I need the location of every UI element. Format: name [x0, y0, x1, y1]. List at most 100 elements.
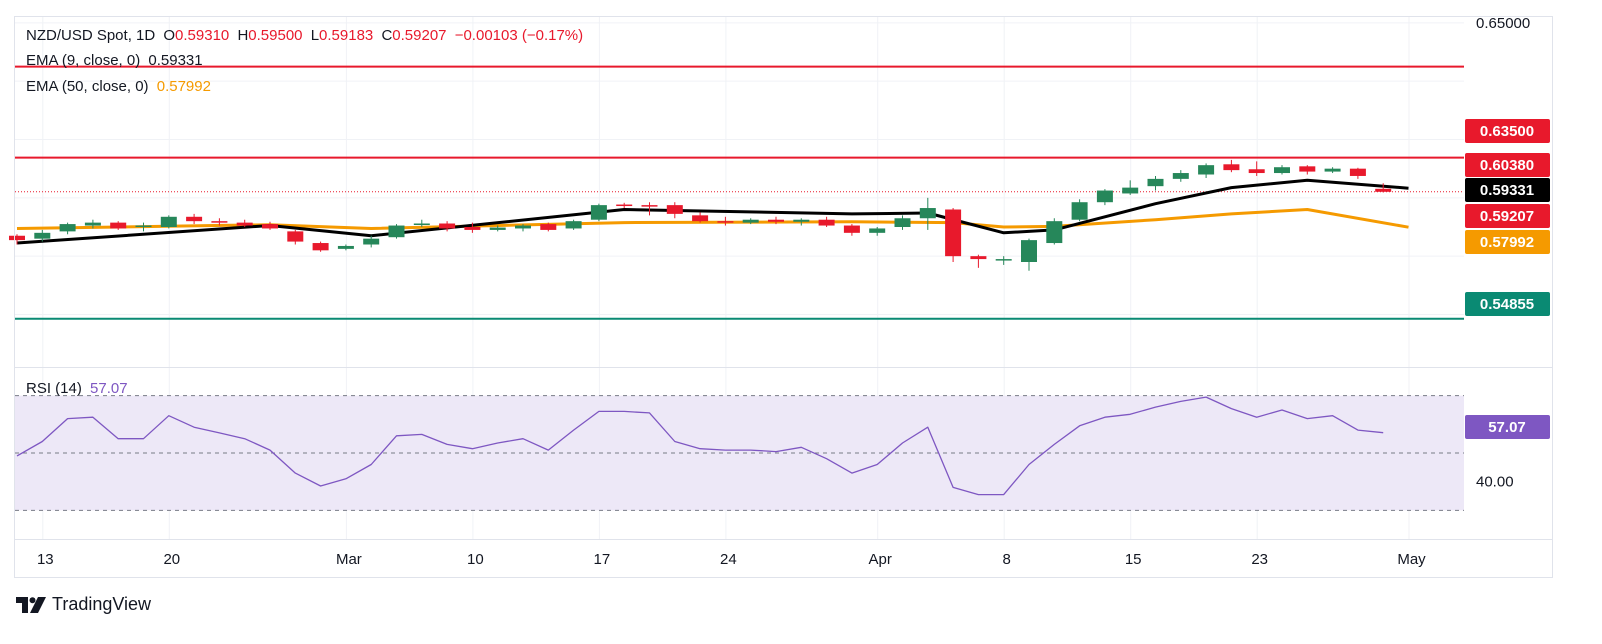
level-tag-bg — [1465, 292, 1550, 316]
candle — [236, 219, 253, 227]
time-axis-label: 10 — [467, 551, 484, 568]
brand-name: TradingView — [52, 594, 152, 614]
rsi-line — [16, 396, 1384, 496]
last-price-tag: 0.59207 — [1465, 204, 1550, 228]
candle — [135, 222, 152, 232]
candle — [186, 213, 203, 225]
close-value: 0.59207 — [392, 27, 447, 44]
candle — [1071, 199, 1088, 222]
candle-body — [186, 216, 203, 222]
ema50-legend[interactable]: EMA (50, close, 0) 0.57992 — [26, 78, 215, 95]
candle — [616, 202, 633, 209]
candle-body — [692, 215, 709, 222]
time-axis-label: May — [1397, 551, 1426, 568]
rsi-axis-label: 40.00 — [1476, 474, 1514, 491]
candle — [413, 219, 430, 227]
rsi-tag-bg — [1465, 415, 1550, 439]
candle-body — [616, 204, 633, 207]
high-label: H — [237, 27, 249, 44]
candle-body — [312, 243, 329, 251]
candle — [211, 218, 228, 226]
ema50-label: EMA (50, close, 0) — [26, 78, 149, 95]
price-axis-label: 0.65000 — [1476, 15, 1530, 32]
candle — [641, 202, 658, 216]
candle-body — [641, 205, 658, 207]
candle — [1122, 180, 1139, 195]
candle-body — [1071, 202, 1088, 220]
level-tag-bg — [1465, 119, 1550, 143]
candle-body — [1172, 173, 1189, 179]
candle — [793, 218, 810, 226]
candle-body — [590, 205, 607, 220]
candle — [1248, 161, 1265, 176]
candle-body — [945, 209, 962, 257]
candle-body — [211, 221, 228, 223]
level-tag-text: 0.63500 — [1480, 123, 1534, 140]
candle-body — [1274, 167, 1290, 174]
last-price-tag-text: 0.59207 — [1480, 208, 1534, 225]
candle-body — [818, 219, 835, 226]
candle-body — [287, 231, 304, 242]
ema50-tag-bg — [1465, 230, 1550, 254]
ema50-tag: 0.57992 — [1465, 230, 1550, 254]
candle — [666, 202, 683, 219]
candle — [717, 216, 734, 226]
candle-body — [515, 225, 531, 229]
time-axis-label: Mar — [336, 551, 362, 568]
level-tag-bg — [1465, 153, 1550, 177]
candle — [1375, 183, 1392, 193]
ema9-legend[interactable]: EMA (9, close, 0) 0.59331 — [26, 52, 207, 69]
candle-body — [1349, 168, 1366, 176]
high-value: 0.59500 — [248, 27, 303, 44]
close-label: C — [381, 27, 393, 44]
horizontal-levels — [15, 65, 1464, 320]
level-tag: 0.54855 — [1465, 292, 1550, 316]
candle — [1349, 167, 1366, 179]
ema9-tag-text: 0.59331 — [1480, 182, 1534, 199]
candle — [388, 224, 405, 239]
ohlc-legend: NZD/USD Spot, 1D O0.59310 H0.59500 L0.59… — [26, 27, 587, 44]
candle — [1147, 175, 1164, 191]
candle-body — [869, 228, 886, 233]
candle-body — [1122, 187, 1139, 194]
candle-body — [666, 205, 683, 214]
level-tag: 0.60380 — [1465, 153, 1550, 177]
candle-body — [1198, 165, 1215, 175]
level-tag-text: 0.60380 — [1480, 157, 1534, 174]
change-value: −0.00103 (−0.17%) — [454, 27, 584, 44]
ema9-tag: 0.59331 — [1465, 178, 1550, 202]
rsi-value: 57.07 — [90, 380, 128, 397]
candle-body — [843, 225, 860, 233]
tradingview-brand[interactable]: TradingView — [16, 594, 151, 615]
candle — [160, 215, 177, 229]
level-tag-text: 0.54855 — [1480, 296, 1534, 313]
candle — [1299, 165, 1316, 175]
price-tags: 0.63500 0.60380 0.59331 0.59207 0.57992 0.548… — [1465, 119, 1550, 439]
ema50-value: 0.57992 — [156, 78, 211, 95]
candle-body — [489, 227, 506, 230]
chart-border — [14, 16, 1553, 578]
candle — [970, 254, 987, 268]
candle — [995, 256, 1012, 265]
ema-lines — [16, 178, 1409, 245]
candle-body — [742, 219, 759, 223]
candle-body — [793, 219, 810, 222]
candle-body — [1147, 178, 1164, 187]
time-axis-label: Apr — [869, 551, 892, 568]
candle — [287, 229, 304, 245]
rsi-tag-text: 57.07 — [1488, 419, 1526, 436]
candle — [515, 224, 531, 232]
rsi-tag: 57.07 — [1465, 415, 1550, 439]
candle — [540, 222, 557, 232]
candle — [262, 221, 278, 230]
tradingview-logo-icon — [16, 596, 46, 613]
candle-body — [1248, 169, 1265, 174]
candle-body — [540, 224, 557, 230]
candle — [692, 212, 709, 223]
rsi-legend[interactable]: RSI (14) 57.07 — [26, 380, 132, 397]
candle-body — [160, 216, 177, 227]
candle-body — [1299, 166, 1316, 172]
candle — [464, 222, 481, 233]
candle-body — [84, 222, 101, 226]
candle-body — [110, 222, 127, 229]
